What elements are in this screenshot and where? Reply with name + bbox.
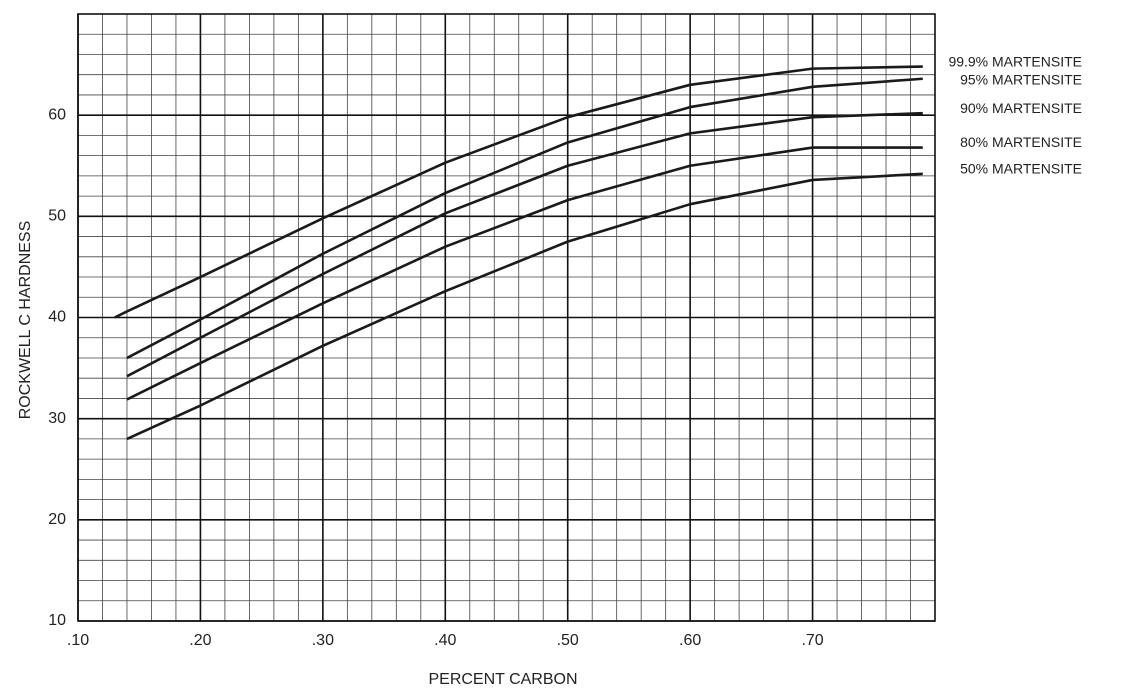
line-series bbox=[126, 146, 923, 401]
y-tick-label: 60 bbox=[48, 106, 66, 123]
x-tick-label: .70 bbox=[801, 632, 823, 649]
legend-label: 95% MARTENSITE bbox=[960, 71, 1082, 87]
y-tick-label: 40 bbox=[48, 309, 66, 326]
x-tick-label: .40 bbox=[434, 632, 456, 649]
y-tick-label: 50 bbox=[48, 208, 66, 225]
x-axis-title: PERCENT CARBON bbox=[428, 671, 577, 688]
x-tick-label: .50 bbox=[557, 632, 579, 649]
x-tick-label: .20 bbox=[189, 632, 211, 649]
line-series bbox=[126, 111, 923, 378]
line-series bbox=[126, 77, 923, 360]
line-series bbox=[126, 172, 923, 441]
legend-label: 80% MARTENSITE bbox=[960, 134, 1082, 150]
y-tick-label: 20 bbox=[48, 511, 66, 528]
plot-border bbox=[77, 13, 936, 622]
legend-label: 99.9% MARTENSITE bbox=[948, 53, 1082, 69]
x-tick-label: .60 bbox=[679, 632, 701, 649]
y-axis-title: ROCKWELL C HARDNESS bbox=[17, 221, 34, 420]
x-tick-label: .30 bbox=[312, 632, 334, 649]
y-tick-label: 30 bbox=[48, 410, 66, 427]
y-tick-label: 10 bbox=[48, 612, 66, 629]
legend-label: 90% MARTENSITE bbox=[960, 100, 1082, 116]
line-series bbox=[114, 65, 923, 319]
legend-label: 50% MARTENSITE bbox=[960, 161, 1082, 177]
x-tick-label: .10 bbox=[67, 632, 89, 649]
